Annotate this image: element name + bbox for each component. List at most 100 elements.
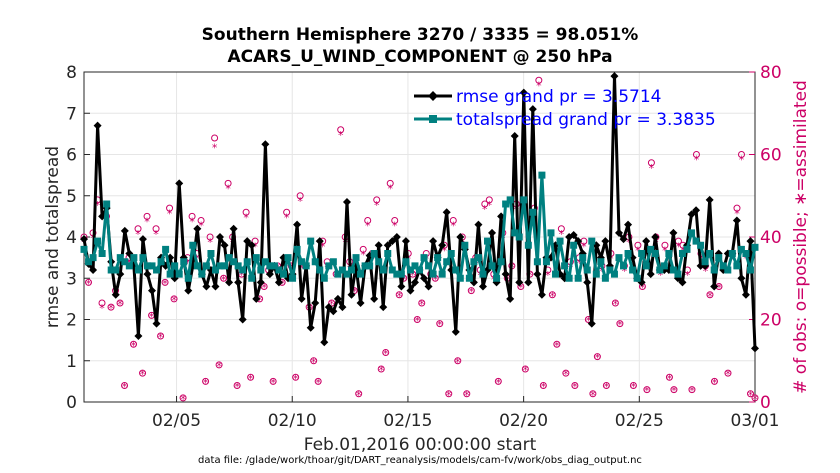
spread-point [447,250,455,257]
spread-point [347,266,355,274]
obs-possible-point [418,299,426,307]
rmse-point [569,230,578,239]
spread-point [329,258,337,266]
obs-possible-point [337,126,345,134]
obs-assimilated-point: * [662,244,668,257]
obs-possible-point [233,382,241,389]
spread-point [230,258,238,266]
x-tick-label: 02/10 [268,411,317,431]
spread-point [112,266,120,274]
spread-point [515,233,523,241]
obs-assimilated-point: * [464,389,470,402]
obs-possible-point [647,159,655,167]
obs-assimilated-point: * [122,381,128,394]
rmse-point [646,270,655,279]
spread-point [728,250,736,257]
y-axis-label: rmse and totalspread [43,146,63,328]
spread-point [416,266,423,274]
obs-assimilated-point: * [554,339,560,352]
obs-possible-point [589,390,597,398]
spread-point [660,262,668,270]
rmse-point [265,270,274,279]
obs-assimilated-point: * [216,360,222,373]
spread-point [434,254,442,262]
obs-possible-point [733,204,741,212]
rmse-point [751,344,759,353]
rmse-point [474,220,483,229]
obs-possible-point [629,382,637,389]
spread-point [388,266,396,274]
obs-assimilated-point: * [356,389,362,402]
spread-point [597,258,605,266]
obs-possible-point [562,369,570,377]
spread-point [103,200,111,208]
spread-point [574,274,582,282]
obs-assimilated-point: * [149,310,155,323]
obs-assimilated-point: * [203,376,209,389]
obs-possible-point [436,320,444,328]
obs-possible-point [548,291,556,299]
obs-possible-point [445,390,453,398]
obs-assimilated-point: * [392,220,398,233]
x-tick-label: 02/25 [615,411,664,431]
spread-point [252,254,260,262]
obs-possible-point [202,377,210,385]
spread-point [320,274,328,282]
x-tick-label: 03/01 [731,411,780,431]
spread-point [511,229,519,237]
spread-point [289,274,297,282]
obs-assimilated-point: * [153,228,159,241]
rmse-point [420,274,429,283]
obs-possible-point [98,299,106,307]
obs-assimilated-point: * [320,240,326,253]
spread-point [298,258,306,266]
spread-point [270,262,278,270]
y-tick-label: 4 [66,228,77,248]
obs-assimilated-point: * [550,290,556,303]
obs-assimilated-point: * [144,216,150,229]
spread-point [452,266,460,274]
rmse-point [356,299,365,307]
spread-point [406,266,414,274]
rmse-point [669,228,678,237]
obs-assimilated-point: * [577,257,583,270]
rmse-point [478,282,487,291]
spread-point [633,274,641,282]
obs-assimilated-point: * [198,220,204,233]
spread-point [189,241,197,249]
obs-possible-point [130,340,138,348]
spread-point [583,266,591,274]
rmse-point [488,228,497,237]
obs-assimilated-point: * [140,368,146,381]
obs-assimilated-point: * [284,211,290,224]
obs-possible-point [296,192,304,200]
spread-point [620,262,628,270]
rmse-point [243,237,252,246]
rmse-point [533,270,542,279]
obs-possible-point [292,373,300,381]
rmse-point [705,195,714,204]
spread-point [302,262,310,270]
spread-point [520,196,528,204]
obs-assimilated-point: * [545,269,551,282]
spread-point [316,266,324,274]
obs-assimilated-point: * [234,381,240,394]
spread-point [225,254,233,262]
spread-point [375,258,383,266]
obs-possible-point [751,394,759,402]
rmse-point [429,237,438,246]
obs-possible-point [665,373,673,381]
obs-assimilated-point: * [644,385,650,398]
rmse-point [234,278,243,287]
obs-assimilated-point: * [401,273,407,286]
obs-assimilated-point: * [171,294,177,307]
y-tick-label: 8 [66,63,77,83]
obs-assimilated-point: * [586,315,592,328]
obs-assimilated-point: * [716,282,722,295]
rmse-point [220,241,229,250]
obs-assimilated-point: * [613,298,619,311]
rmse-point [175,179,184,188]
obs-assimilated-point: * [351,286,357,299]
spread-point [592,270,600,278]
